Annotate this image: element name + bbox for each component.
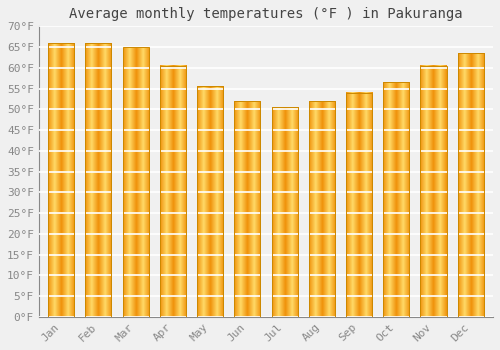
Bar xyxy=(346,93,372,317)
Bar xyxy=(48,43,74,317)
Bar xyxy=(160,66,186,317)
Bar xyxy=(272,107,297,317)
Bar xyxy=(458,53,483,317)
Bar xyxy=(86,43,112,317)
Bar xyxy=(308,101,335,317)
Bar xyxy=(420,66,446,317)
Bar xyxy=(234,101,260,317)
Bar xyxy=(383,82,409,317)
Title: Average monthly temperatures (°F ) in Pakuranga: Average monthly temperatures (°F ) in Pa… xyxy=(69,7,462,21)
Bar xyxy=(122,47,148,317)
Bar xyxy=(197,86,223,317)
